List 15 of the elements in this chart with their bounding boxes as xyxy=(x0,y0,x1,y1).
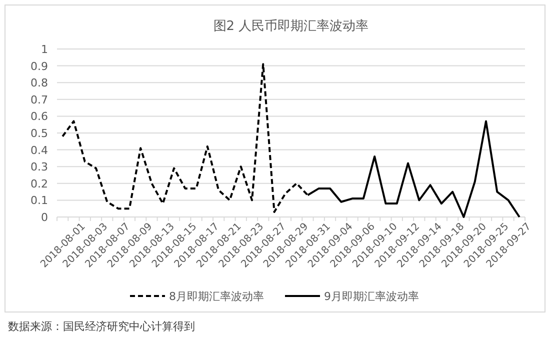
chart-title: 图2 人民币即期汇率波动率 xyxy=(213,18,369,34)
y-tick-label: 1 xyxy=(41,43,48,56)
y-tick-label: 0.4 xyxy=(30,144,48,157)
y-tick-label: 0.2 xyxy=(30,177,48,190)
y-tick-label: 0.8 xyxy=(30,76,48,90)
source-note: 数据来源：国民经济研究中心计算得到 xyxy=(8,320,195,333)
y-tick-label: 0.9 xyxy=(30,60,48,73)
y-tick-label: 0.6 xyxy=(30,110,48,124)
legend-label: 9月即期汇率波动率 xyxy=(324,290,419,303)
legend-label: 8月即期汇率波动率 xyxy=(169,290,264,303)
y-tick-label: 0.5 xyxy=(30,127,48,140)
y-tick-label: 0 xyxy=(41,211,48,224)
y-tick-label: 0.3 xyxy=(30,160,48,174)
y-tick-label: 0.7 xyxy=(30,93,48,106)
y-tick-label: 0.1 xyxy=(30,194,48,208)
